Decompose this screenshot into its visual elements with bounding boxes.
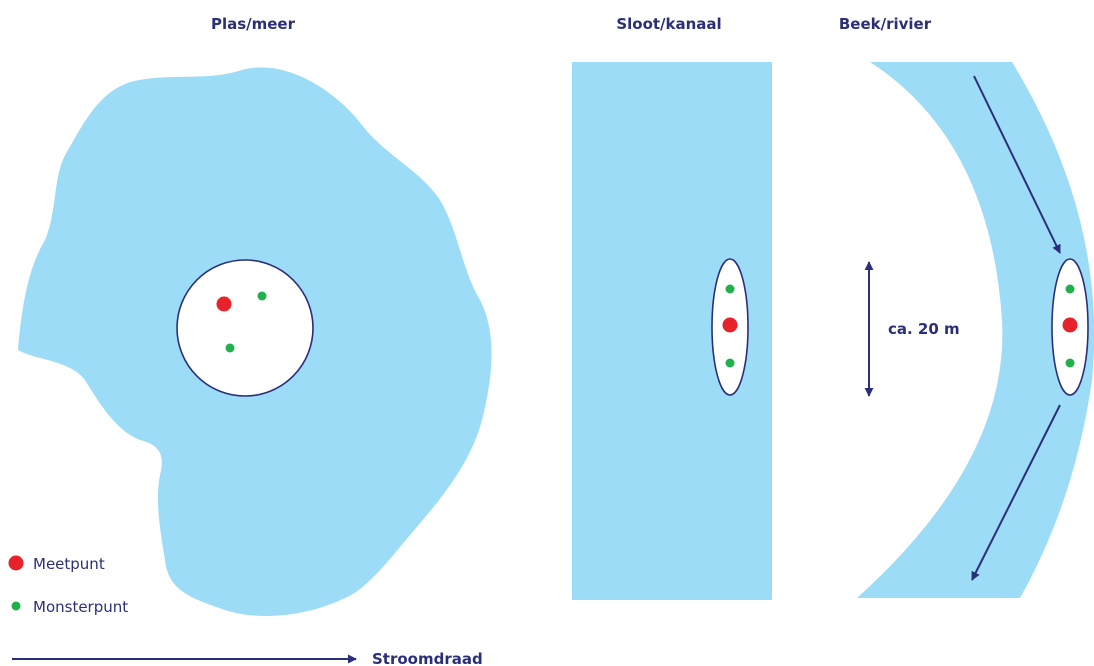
ditch-title: Sloot/kanaal	[616, 15, 721, 33]
ditch-panel	[572, 62, 772, 600]
stream-flow-arrow-lower	[971, 404, 1061, 581]
stream-sample-point	[1065, 284, 1075, 294]
lake-title: Plas/meer	[211, 15, 296, 33]
stream-flow-arrow-upper	[973, 75, 1061, 254]
legend: Meetpunt Monsterpunt	[8, 555, 128, 616]
legend-measure-point-marker	[8, 555, 24, 571]
distance-label: ca. 20 m	[888, 320, 960, 338]
stream-title: Beek/rivier	[839, 15, 932, 33]
lake-sampling-area	[176, 259, 314, 397]
legend-sample-point-marker	[11, 601, 21, 611]
flow-line-label: Stroomdraad	[372, 650, 483, 666]
ditch-measure-point	[722, 317, 738, 333]
ditch-sample-point	[725, 284, 735, 294]
ditch-sample-point	[725, 358, 735, 368]
legend-measure-point-label: Meetpunt	[33, 555, 105, 573]
lake-sample-point	[257, 291, 267, 301]
lake-panel	[18, 67, 492, 617]
lake-measure-point	[216, 296, 232, 312]
stream-shape	[857, 62, 1094, 598]
stream-panel	[857, 62, 1094, 598]
stream-sample-point	[1065, 358, 1075, 368]
legend-sample-point-label: Monsterpunt	[33, 598, 128, 616]
lake-sample-point	[225, 343, 235, 353]
stream-measure-point	[1062, 317, 1078, 333]
